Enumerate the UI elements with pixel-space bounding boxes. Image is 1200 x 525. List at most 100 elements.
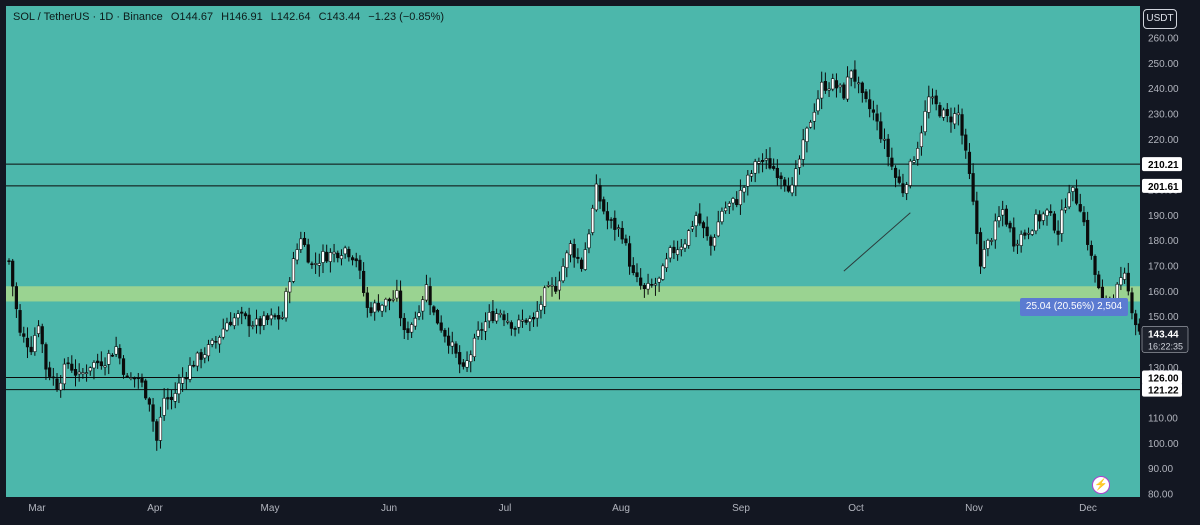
last-price-tag: 143.44: [1148, 329, 1179, 340]
candle-down: [609, 219, 613, 221]
candle-up: [712, 237, 717, 247]
candle-down: [354, 258, 358, 262]
candle-down: [631, 265, 635, 273]
candle-down: [554, 285, 558, 292]
candle-up: [1115, 283, 1119, 300]
close-value: C143.44: [318, 11, 361, 23]
lightning-bolt-icon[interactable]: ⚡: [1092, 476, 1110, 494]
candle-down: [513, 328, 517, 330]
level-tag-210-bg: [1142, 157, 1182, 172]
candle-up: [129, 377, 133, 379]
candle-down: [783, 179, 787, 186]
candle-down: [875, 113, 879, 122]
candle-down: [938, 105, 942, 117]
candle-up: [203, 354, 207, 359]
candle-up: [838, 84, 842, 88]
candle-up: [535, 311, 539, 319]
level-tag-126-bg: [1142, 370, 1182, 385]
candle-down: [347, 248, 351, 258]
candle-up: [59, 382, 63, 391]
candle-up: [742, 187, 746, 193]
candle-up: [657, 277, 661, 283]
candle-up: [321, 251, 325, 263]
candle-down: [897, 176, 901, 183]
symbol-label[interactable]: SOL / TetherUS · 1D · Binance: [13, 11, 163, 23]
candle-up: [295, 249, 299, 261]
symbol-header: SOL / TetherUS · 1D · Binance O144.67 H1…: [13, 11, 449, 23]
candle-down: [613, 217, 617, 230]
candle-up: [905, 184, 909, 194]
candle-up: [997, 216, 1001, 222]
candle-up: [587, 233, 591, 249]
candle-down: [531, 317, 536, 320]
candle-down: [350, 257, 355, 261]
candle-down: [964, 134, 968, 151]
candle-up: [694, 215, 698, 227]
x-tick-label: Apr: [147, 503, 163, 514]
candle-up: [472, 337, 477, 358]
candle-down: [639, 277, 643, 286]
candle-down: [1052, 213, 1057, 231]
candle-up: [395, 290, 399, 299]
candle-down: [1078, 204, 1082, 212]
trend-line: [843, 212, 911, 272]
currency-button[interactable]: USDT: [1143, 9, 1177, 29]
candle-up: [413, 317, 417, 327]
candle-down: [121, 358, 126, 375]
candle-down: [458, 352, 462, 365]
price-scale[interactable]: [1140, 0, 1200, 525]
candle-up: [206, 344, 211, 357]
candle-down: [461, 362, 465, 367]
candle-up: [923, 111, 927, 133]
candle-up: [746, 174, 750, 187]
candle-up: [88, 367, 92, 372]
candle-down: [650, 284, 654, 286]
candle-down: [620, 227, 624, 240]
candle-up: [1045, 209, 1049, 216]
candle-up: [221, 328, 225, 338]
candle-up: [288, 281, 292, 293]
candle-up: [919, 132, 924, 148]
candle-down: [99, 361, 103, 367]
candle-up: [568, 243, 573, 256]
y-tick-label: 240.00: [1148, 84, 1179, 95]
candle-up: [391, 298, 395, 301]
x-tick-label: Jul: [499, 503, 512, 514]
candle-up: [912, 160, 916, 163]
candle-up: [92, 362, 96, 369]
candle-down: [871, 109, 875, 113]
candle-down: [672, 246, 676, 254]
candle-down: [786, 185, 791, 192]
candle-up: [557, 280, 562, 291]
candle-down: [306, 244, 310, 263]
candle-down: [1012, 227, 1016, 247]
candle-up: [158, 416, 163, 441]
candle-down: [132, 377, 137, 380]
candle-down: [960, 114, 964, 136]
candle-up: [757, 161, 761, 164]
candle-down: [1089, 245, 1093, 256]
level-tag-201-bg: [1142, 178, 1182, 193]
candle-up: [539, 304, 543, 311]
candle-up: [33, 335, 37, 352]
candle-down: [406, 328, 410, 333]
candle-up: [280, 317, 284, 319]
candle-up: [269, 314, 273, 320]
candle-up: [982, 249, 986, 268]
candle-up: [986, 239, 990, 249]
candle-up: [831, 78, 835, 90]
candle-up: [384, 298, 388, 307]
candle-up: [103, 365, 107, 368]
candle-up: [506, 320, 510, 323]
candle-down: [524, 319, 528, 323]
candle-up: [683, 243, 687, 249]
candle-up: [114, 346, 118, 355]
candle-up: [517, 319, 521, 328]
candle-down: [151, 404, 155, 422]
candle-down: [55, 378, 59, 390]
candle-up: [251, 325, 255, 327]
time-scale[interactable]: [0, 497, 1140, 525]
candle-down: [1008, 222, 1012, 229]
candle-up: [177, 382, 181, 395]
